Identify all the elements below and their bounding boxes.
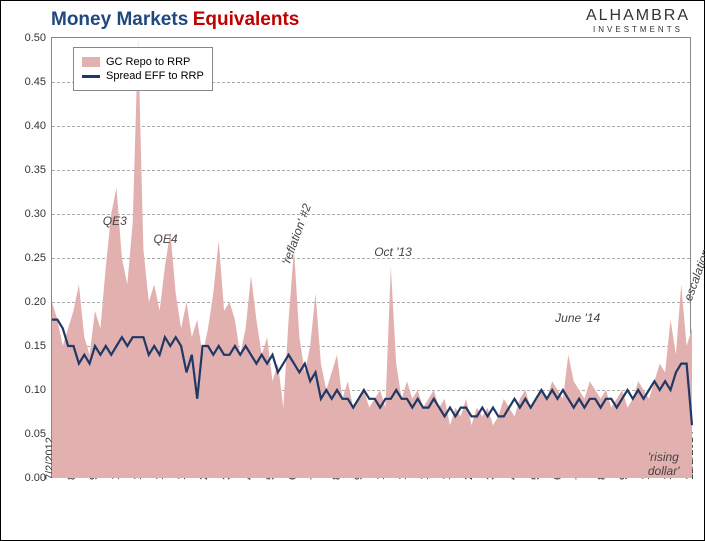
y-axis-label: 0.35 — [25, 164, 46, 176]
series-svg — [52, 38, 692, 478]
logo-bottom: INVESTMENTS — [586, 25, 690, 34]
y-axis-label: 0.50 — [25, 32, 46, 44]
annotation: Oct '13 — [374, 245, 412, 259]
legend: GC Repo to RRP Spread EFF to RRP — [73, 47, 213, 91]
plot-area: 0.000.050.100.150.200.250.300.350.400.45… — [51, 37, 691, 477]
y-axis-label: 0.10 — [25, 384, 46, 396]
logo: ALHAMBRA INVESTMENTS — [586, 7, 690, 34]
logo-top: ALHAMBRA — [586, 7, 690, 25]
legend-row: Spread EFF to RRP — [82, 70, 204, 82]
legend-row: GC Repo to RRP — [82, 56, 204, 68]
title-prefix: Money Markets — [51, 9, 188, 30]
y-axis-label: 0.20 — [25, 296, 46, 308]
annotation: QE3 — [103, 214, 127, 228]
y-axis-label: 0.40 — [25, 120, 46, 132]
y-axis-label: 0.45 — [25, 76, 46, 88]
legend-label: GC Repo to RRP — [106, 56, 190, 68]
y-axis-label: 0.25 — [25, 252, 46, 264]
chart-title: Money Markets Equivalents — [51, 9, 299, 31]
y-axis-label: 0.15 — [25, 340, 46, 352]
y-axis-label: 0.00 — [25, 472, 46, 484]
annotation: 'rising dollar' — [648, 450, 690, 478]
chart-container: Money Markets Equivalents ALHAMBRA INVES… — [0, 0, 705, 541]
y-axis-label: 0.05 — [25, 428, 46, 440]
legend-line — [82, 75, 100, 78]
y-axis-label: 0.30 — [25, 208, 46, 220]
legend-label: Spread EFF to RRP — [106, 70, 204, 82]
legend-swatch — [82, 57, 100, 67]
series-area-gc-repo — [52, 38, 692, 478]
annotation: June '14 — [555, 311, 600, 325]
annotation: QE4 — [154, 232, 178, 246]
title-suffix: Equivalents — [193, 9, 300, 30]
